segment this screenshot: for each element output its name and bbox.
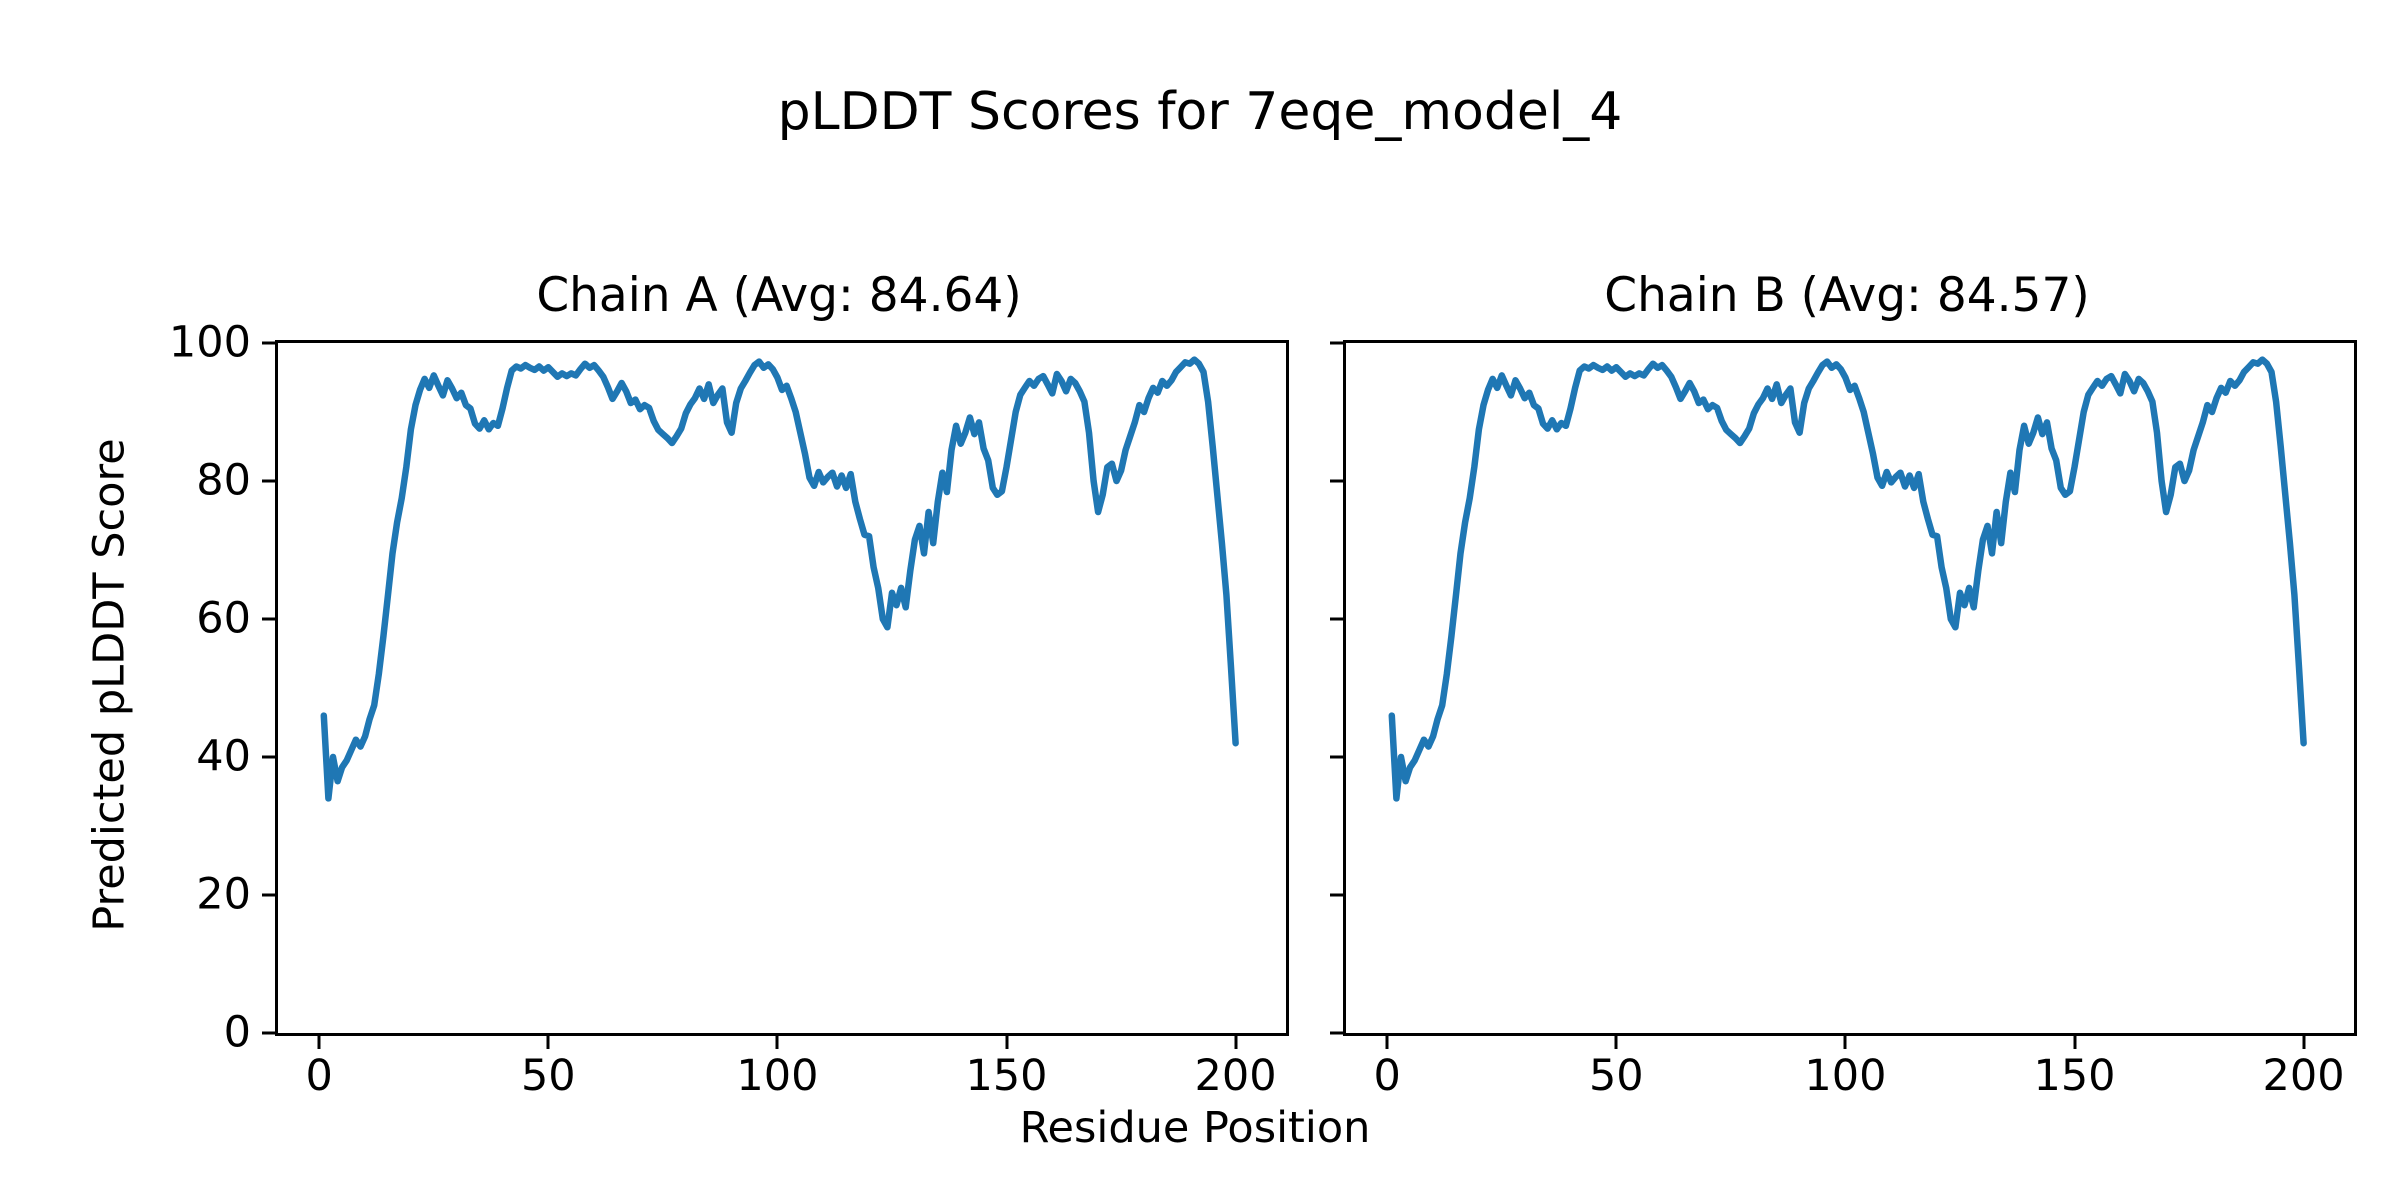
x-tick-mark-50 bbox=[1614, 1036, 1618, 1049]
axes-chain-b: 0 50 100 150 200 bbox=[1330, 340, 2357, 1098]
y-tick-mark-20 bbox=[262, 893, 275, 897]
x-tick-label-150: 150 bbox=[965, 1051, 1048, 1101]
x-tick-mark-150 bbox=[2073, 1036, 2076, 1049]
plddt-line-chart-chain-a bbox=[320, 356, 1239, 802]
x-tick-label-100: 100 bbox=[736, 1051, 819, 1101]
y-tick-mark-20 bbox=[1330, 893, 1343, 897]
y-tick-mark-60 bbox=[262, 617, 275, 621]
x-tick-mark-150 bbox=[1005, 1036, 1008, 1049]
x-tick-label-100: 100 bbox=[1804, 1051, 1887, 1101]
x-tick-mark-200 bbox=[2302, 1036, 2306, 1049]
x-tick-label-50: 50 bbox=[520, 1051, 576, 1101]
y-tick-mark-0 bbox=[262, 1031, 275, 1035]
x-tick-mark-0 bbox=[1385, 1036, 1389, 1049]
x-tick-mark-100 bbox=[1843, 1036, 1847, 1049]
y-tick-label-100: 100 bbox=[168, 317, 251, 368]
y-tick-label-40: 40 bbox=[196, 731, 251, 782]
y-tick-mark-80 bbox=[262, 479, 275, 483]
x-tick-label-50: 50 bbox=[1588, 1051, 1644, 1101]
y-tick-mark-80 bbox=[1330, 479, 1343, 483]
x-tick-mark-0 bbox=[317, 1036, 321, 1049]
y-tick-label-20: 20 bbox=[196, 869, 251, 920]
y-tick-mark-40 bbox=[262, 755, 275, 759]
y-axis-label: Predicted pLDDT Score bbox=[84, 438, 135, 932]
subplot-title-chain-a: Chain A (Avg: 84.64) bbox=[536, 268, 1022, 323]
x-tick-label-0: 0 bbox=[305, 1051, 333, 1101]
x-tick-mark-100 bbox=[775, 1036, 779, 1049]
x-tick-label-150: 150 bbox=[2033, 1051, 2116, 1101]
x-axis-label: Residue Position bbox=[1019, 1103, 1371, 1153]
subplot-title-chain-b: Chain B (Avg: 84.57) bbox=[1604, 268, 2090, 323]
y-tick-mark-60 bbox=[1330, 617, 1343, 621]
figure-title: pLDDT Scores for 7eqe_model_4 bbox=[777, 82, 1623, 142]
y-tick-label-80: 80 bbox=[196, 455, 251, 506]
x-tick-label-200: 200 bbox=[1194, 1051, 1277, 1101]
x-tick-mark-50 bbox=[546, 1036, 550, 1049]
x-tick-label-0: 0 bbox=[1373, 1051, 1401, 1101]
axes-chain-a: 0 50 100 150 200 0 20 40 60 80 100 bbox=[169, 321, 1289, 1098]
y-tick-mark-100 bbox=[262, 341, 275, 345]
y-tick-mark-40 bbox=[1330, 755, 1343, 759]
y-tick-label-0: 0 bbox=[223, 1007, 251, 1058]
plddt-line-chain-a bbox=[320, 356, 1239, 802]
x-tick-label-200: 200 bbox=[2262, 1051, 2345, 1101]
y-tick-mark-100 bbox=[1330, 341, 1343, 345]
y-tick-mark-0 bbox=[1330, 1031, 1343, 1035]
plddt-line-chart-chain-b bbox=[1388, 356, 2307, 802]
x-tick-mark-200 bbox=[1234, 1036, 1238, 1049]
plddt-line-chain-b bbox=[1388, 356, 2307, 802]
y-tick-label-60: 60 bbox=[196, 593, 251, 644]
